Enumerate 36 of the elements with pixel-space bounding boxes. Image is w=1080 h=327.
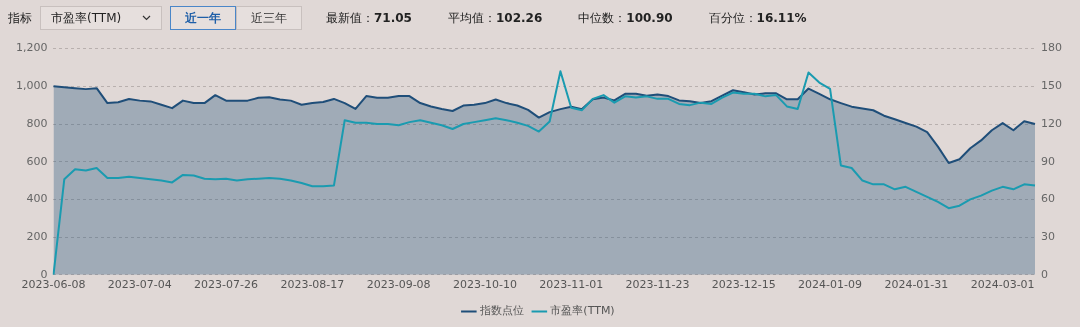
y-tick-label: 600 bbox=[26, 154, 48, 168]
y-tick-label: 400 bbox=[26, 192, 48, 206]
x-tick-label: 2023-10-10 bbox=[452, 278, 517, 292]
x-tick-label: 2023-08-17 bbox=[280, 278, 345, 292]
x-tick-label: 2023-12-15 bbox=[711, 278, 776, 292]
text: 近三年 bbox=[236, 6, 302, 30]
text: 近一年 bbox=[170, 6, 236, 30]
text: 百分位：16.11% bbox=[708, 9, 807, 27]
y-tick-label: 1,000 bbox=[15, 79, 48, 93]
text: 指标 bbox=[8, 9, 32, 27]
y-tick-label: 1,200 bbox=[15, 41, 48, 55]
text: 中位数：100.90 bbox=[578, 9, 673, 27]
x-tick-label: 2023-09-08 bbox=[366, 278, 431, 292]
x-tick-label: 2023-07-04 bbox=[107, 278, 172, 292]
text: 最新值：71.05 bbox=[326, 9, 412, 27]
legend-label: 指数点位 bbox=[478, 304, 524, 318]
x-tick-label: 2024-01-31 bbox=[884, 278, 949, 292]
y2-tick-label: 150 bbox=[1041, 79, 1062, 93]
y2-tick-label: 180 bbox=[1041, 41, 1062, 55]
y2-tick-label: 120 bbox=[1041, 116, 1062, 130]
text: 市盈率(TTM) bbox=[51, 10, 122, 27]
x-tick-label: 2023-06-08 bbox=[21, 278, 86, 292]
y-tick-label: 800 bbox=[26, 116, 48, 130]
y2-tick-label: 90 bbox=[1041, 154, 1055, 168]
y2-tick-label: 30 bbox=[1041, 229, 1055, 243]
y2-tick-label: 0 bbox=[1041, 267, 1048, 281]
y-tick-label: 200 bbox=[26, 229, 48, 243]
text: 平均值：102.26 bbox=[447, 9, 543, 27]
y2-tick-label: 60 bbox=[1041, 192, 1055, 206]
legend-label: 市盈率(TTM) bbox=[550, 304, 615, 318]
x-tick-label: 2023-11-23 bbox=[625, 278, 690, 292]
x-tick-label: 2023-07-26 bbox=[194, 278, 259, 292]
x-tick-label: 2024-01-09 bbox=[798, 278, 863, 292]
y-tick-label: 0 bbox=[40, 267, 48, 281]
x-tick-label: 2023-11-01 bbox=[539, 278, 604, 292]
x-tick-label: 2024-03-01 bbox=[970, 278, 1035, 292]
